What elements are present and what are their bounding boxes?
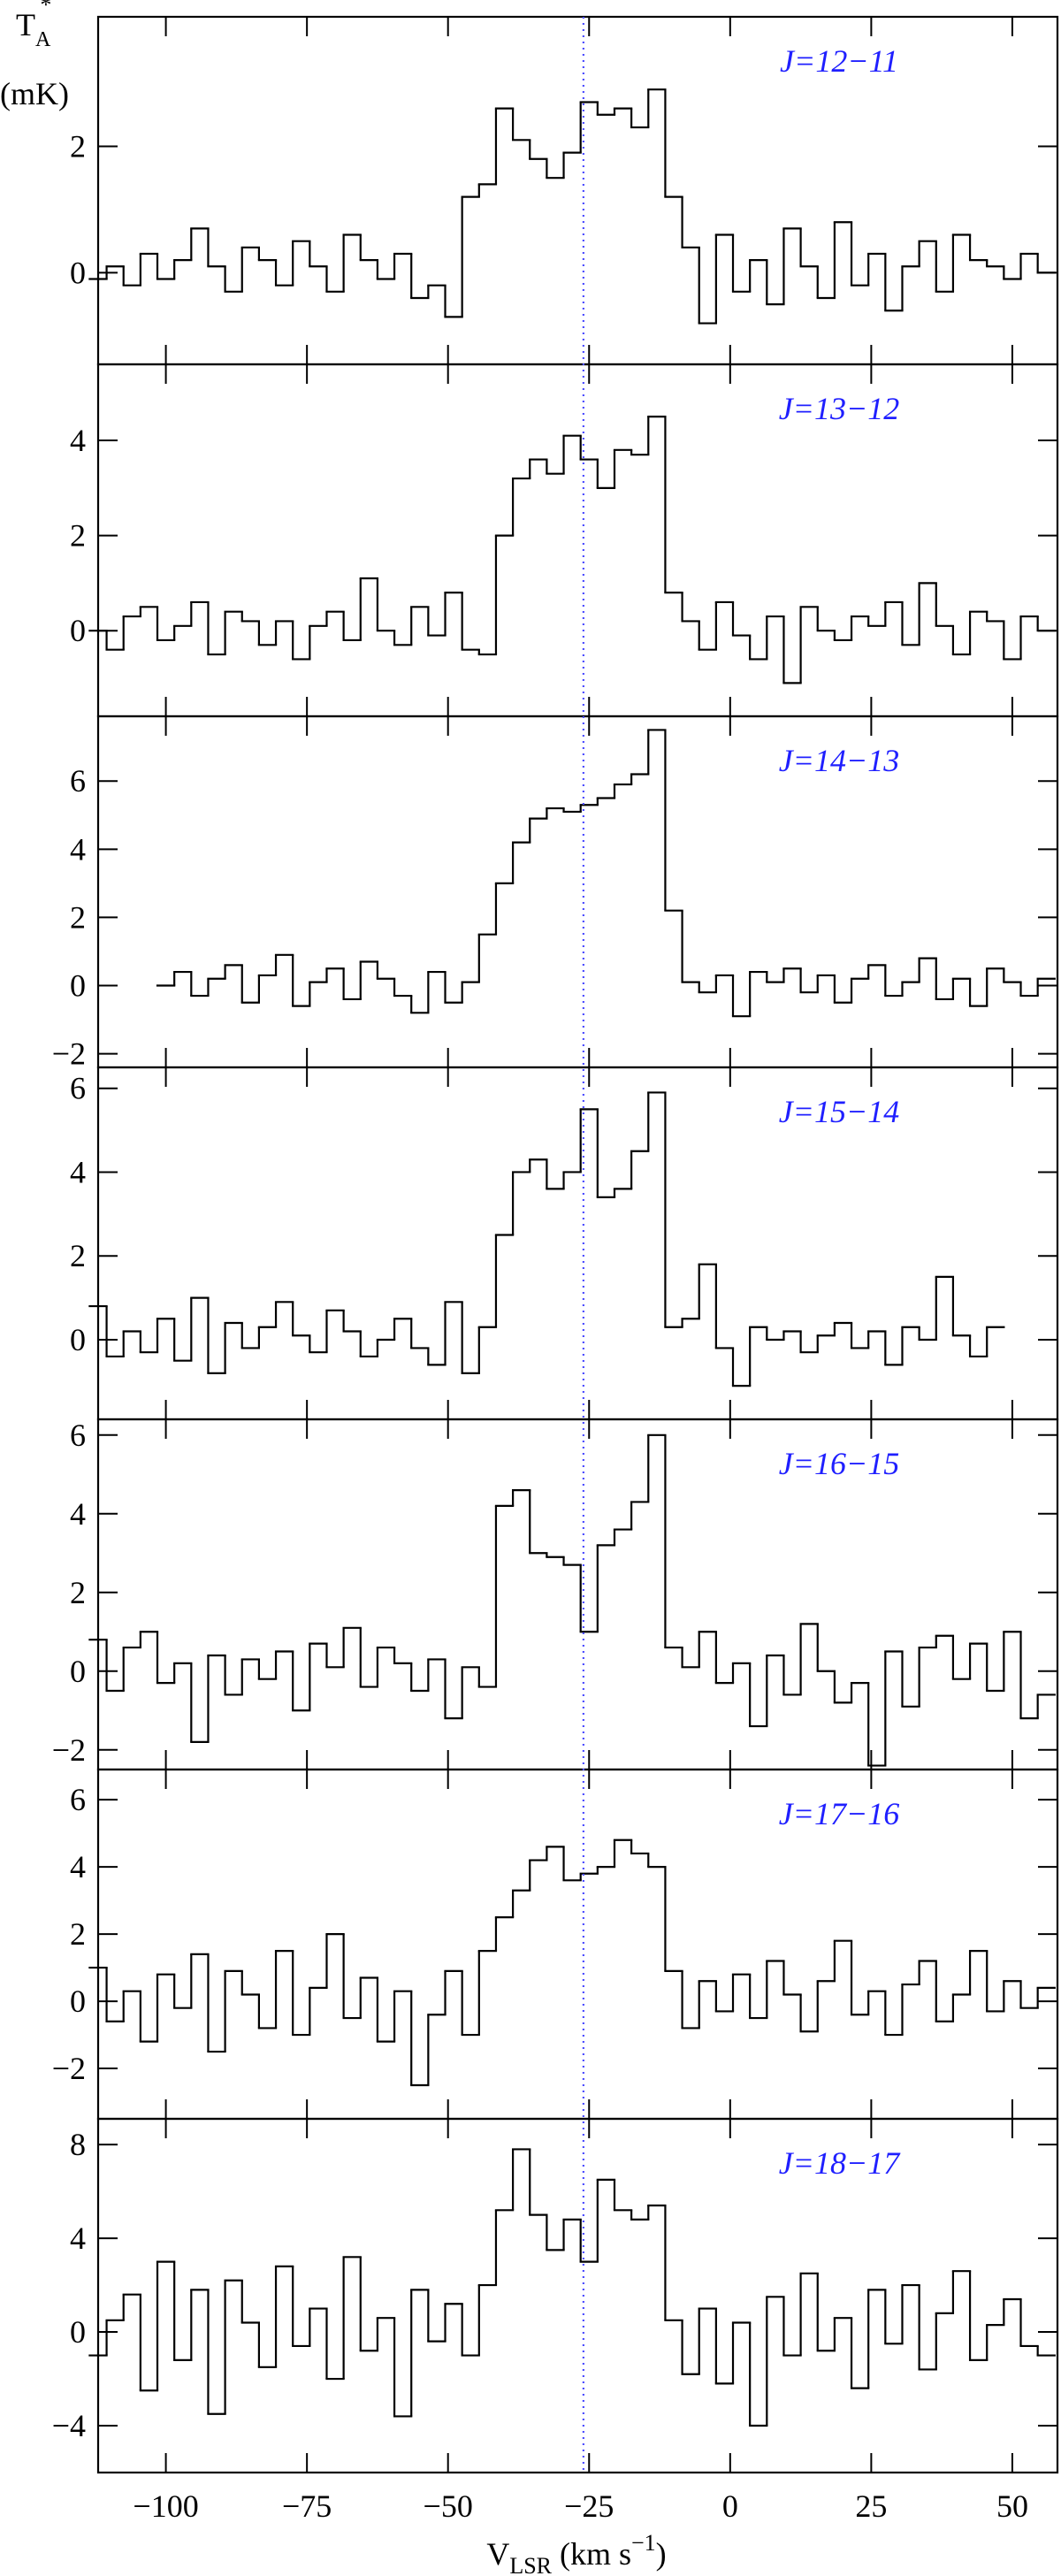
y-tick-label: 6 [70,1418,86,1453]
spectrum-riser [105,1839,1039,2086]
spectrum-riser [173,730,1039,1017]
spectrum-riser [105,2149,1039,2427]
x-tick-label: 50 [996,2488,1028,2524]
y-tick-label: 4 [70,2221,86,2256]
y-tick-label: 2 [70,128,86,164]
spectrum-riser [105,1092,988,1387]
x-tick-label: −50 [424,2488,473,2524]
x-tick-label: −100 [133,2488,198,2524]
panel-frame [96,1066,1059,1421]
y-tick-label: 2 [70,1575,86,1610]
x-tick-label: 25 [855,2488,887,2524]
panel-title: J=14−13 [779,743,900,778]
x-label-sup: −1 [631,2530,656,2556]
panel-title: J=18−17 [779,2145,902,2181]
y-tick-label: −4 [52,2408,86,2443]
x-label-main: V [486,2536,509,2572]
y-tick-label: 6 [70,763,86,799]
y-tick-label: 2 [70,899,86,935]
y-tick-label: 2 [70,1238,86,1273]
spectrum-riser [105,1434,1039,1766]
panel-title: J=12−11 [780,43,898,79]
y-tick-label: −2 [52,2051,86,2086]
panel-title: J=16−15 [779,1446,900,1481]
y-tick-label: 6 [70,1071,86,1106]
panel-frame [96,2117,1059,2474]
x-tick-label: 0 [722,2488,738,2524]
y-tick-label: 4 [70,423,86,458]
y-tick-label: 0 [70,1984,86,2019]
y-tick-label: 4 [70,831,86,867]
panel-title: J=17−16 [779,1796,900,1831]
y-tick-label: 6 [70,1782,86,1817]
spectrum-riser [105,417,1039,684]
x-tick-label: −75 [282,2488,332,2524]
panel-frame [96,15,1059,366]
panel-frame [96,715,1059,1069]
y-tick-label: 2 [70,518,86,554]
y-tick-label: 0 [70,613,86,648]
y-tick-label: 4 [70,1849,86,1884]
y-tick-label: 0 [70,967,86,1003]
panel-title: J=13−12 [779,391,900,426]
y-tick-label: 0 [70,255,86,290]
panel-frame [96,363,1059,718]
spectrum-riser [105,89,1039,324]
y-label-unit: (mK) [0,76,69,111]
x-tick-label: −25 [564,2488,614,2524]
y-tick-label: 8 [70,2127,86,2162]
y-label-sup: * [40,0,51,18]
y-tick-label: 0 [70,2314,86,2350]
y-tick-label: 0 [70,1322,86,1357]
x-axis-label: VLSR (km s−1) [486,2530,666,2576]
x-label-close: ) [656,2536,667,2572]
y-axis-label: TA * [16,0,51,51]
y-tick-label: 4 [70,1154,86,1189]
panel-frame [96,1418,1059,1771]
y-tick-label: −2 [52,1036,86,1072]
y-label-main: T [16,7,35,42]
panel-frame [96,1768,1059,2121]
x-label-sub: LSR [509,2553,552,2576]
y-tick-label: −2 [52,1732,86,1768]
y-tick-label: 2 [70,1916,86,1952]
y-tick-label: 0 [70,1654,86,1689]
y-label-sub: A [35,28,51,51]
panel-title: J=15−14 [779,1094,900,1129]
y-tick-label: 4 [70,1496,86,1532]
x-label-unit: (km s [552,2536,631,2572]
